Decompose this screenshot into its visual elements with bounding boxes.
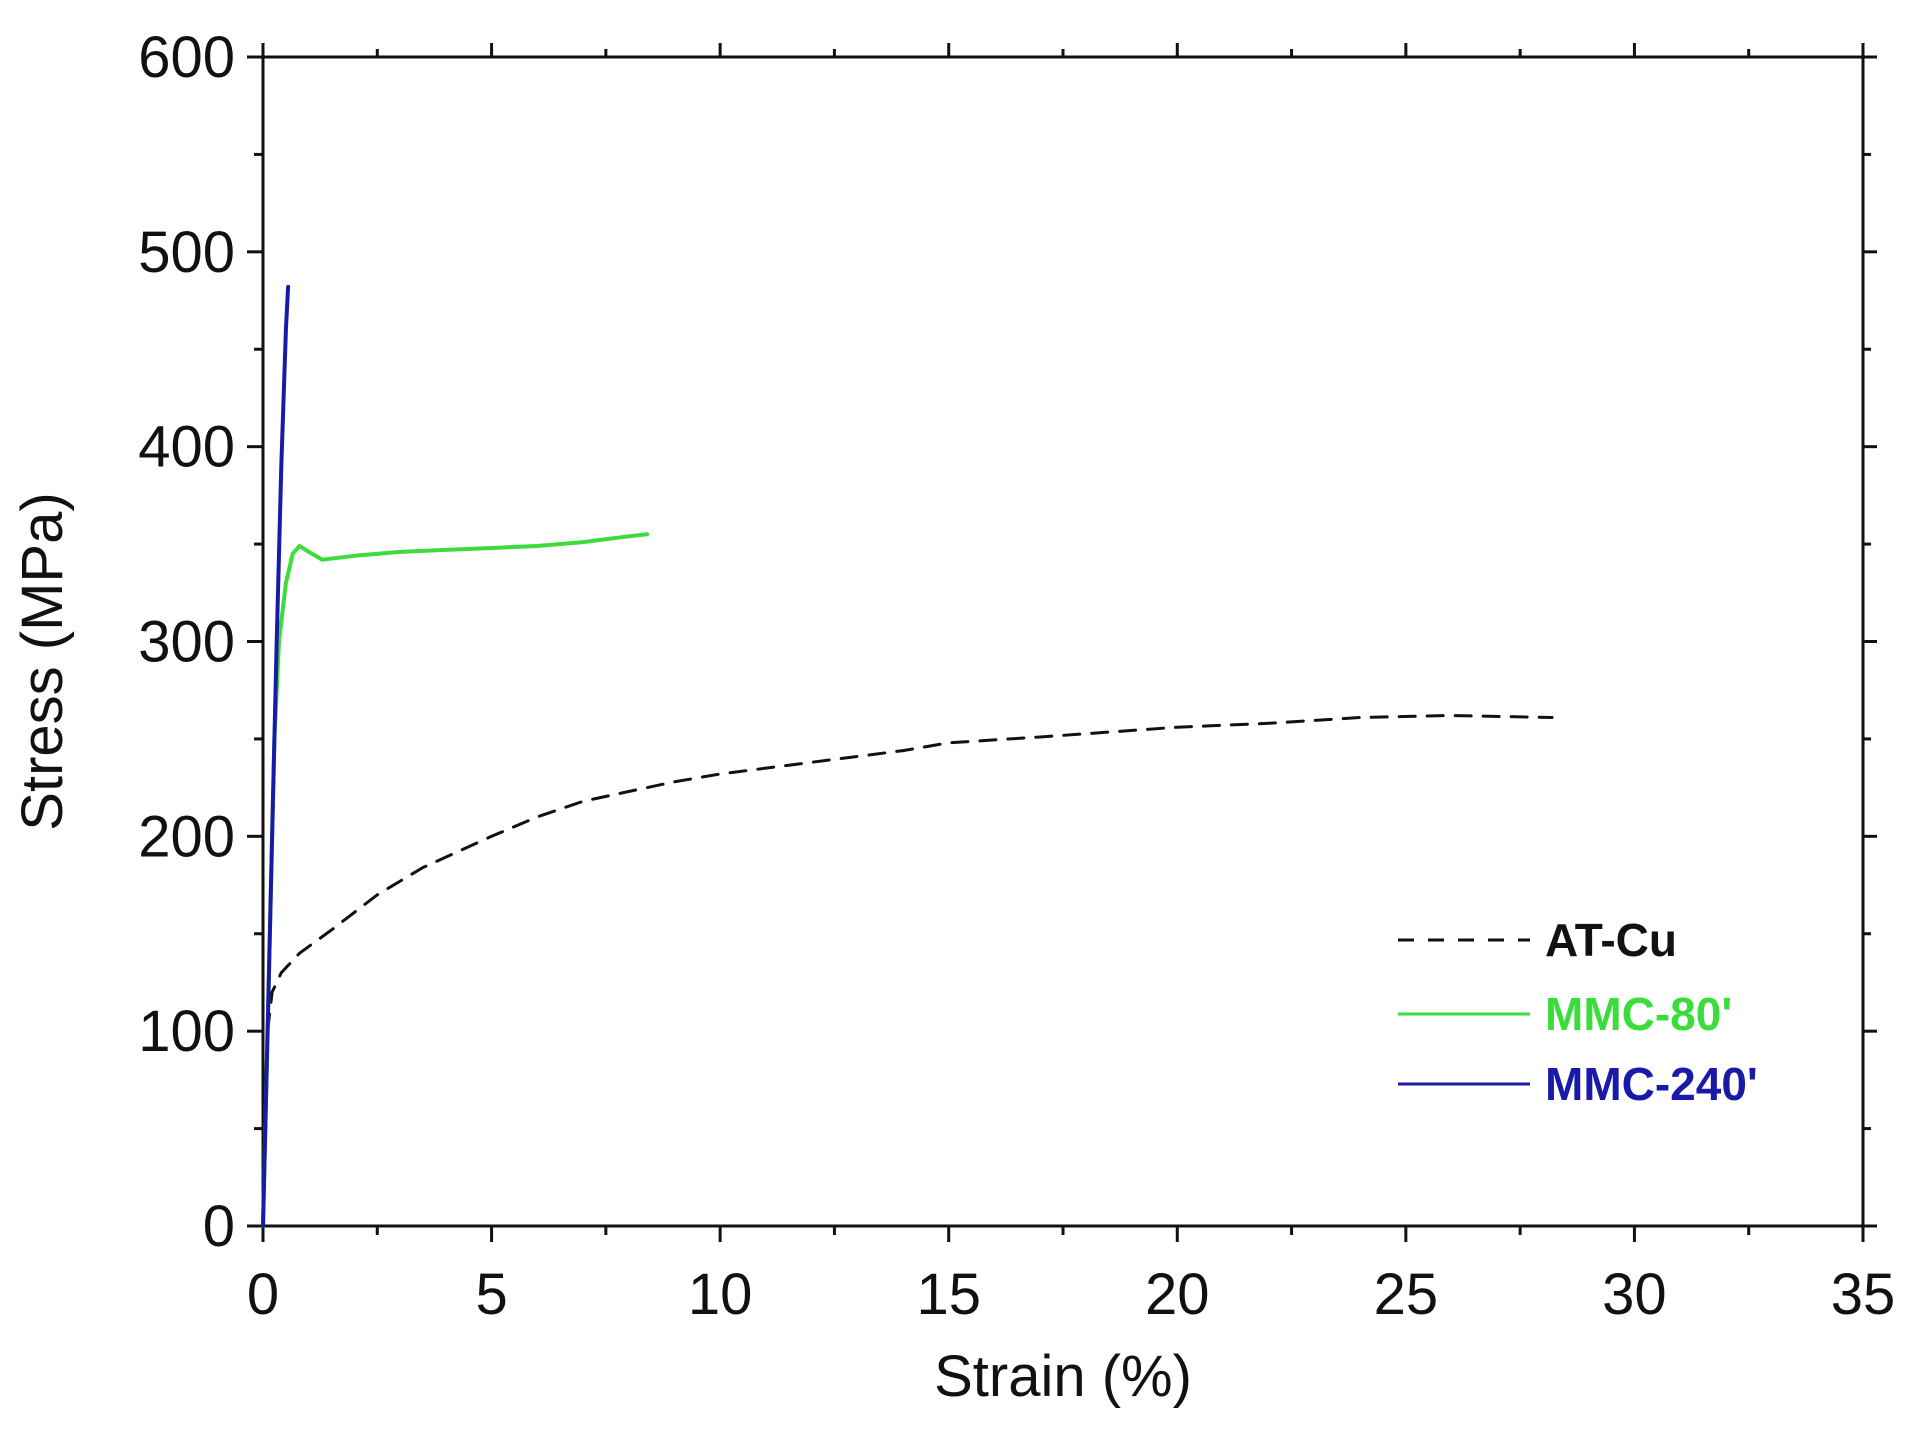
x-tick-label: 10: [688, 1262, 753, 1327]
y-tick-label: 400: [138, 415, 235, 480]
x-tick-label: 20: [1145, 1262, 1210, 1327]
y-tick-label: 600: [138, 25, 235, 90]
legend-label-mmc-80: MMC-80': [1545, 988, 1732, 1040]
y-tick-label: 200: [138, 804, 235, 869]
y-tick-label: 300: [138, 610, 235, 675]
legend-label-at-cu: AT-Cu: [1545, 914, 1677, 966]
x-tick-label: 15: [916, 1262, 981, 1327]
legend: AT-Cu MMC-80' MMC-240': [1398, 914, 1758, 1110]
x-axis-title: Strain (%): [934, 1344, 1192, 1409]
series-line-mmc-80: [261, 532, 649, 1228]
series-line-mmc-240: [261, 284, 291, 1228]
y-tick-label: 100: [138, 999, 235, 1064]
y-tick-label: 0: [203, 1194, 235, 1259]
x-tick-label: 35: [1831, 1262, 1896, 1327]
y-axis-title: Stress (MPa): [10, 492, 75, 830]
x-tick-label: 5: [475, 1262, 507, 1327]
x-tick-label: 0: [247, 1262, 279, 1327]
series-group: [261, 284, 1554, 1228]
x-tick-label: 25: [1374, 1262, 1439, 1327]
axes-group: [261, 55, 1865, 1228]
y-tick-label: 500: [138, 220, 235, 285]
series-line-at-cu: [261, 714, 1554, 1228]
ticks-group: [247, 43, 1877, 1242]
x-tick-label: 30: [1602, 1262, 1667, 1327]
tick-labels-group: 0 5 10 15 20 25 30 35 0 100 200 300 400 500 600: [138, 25, 1895, 1327]
legend-label-mmc-240: MMC-240': [1545, 1058, 1758, 1110]
